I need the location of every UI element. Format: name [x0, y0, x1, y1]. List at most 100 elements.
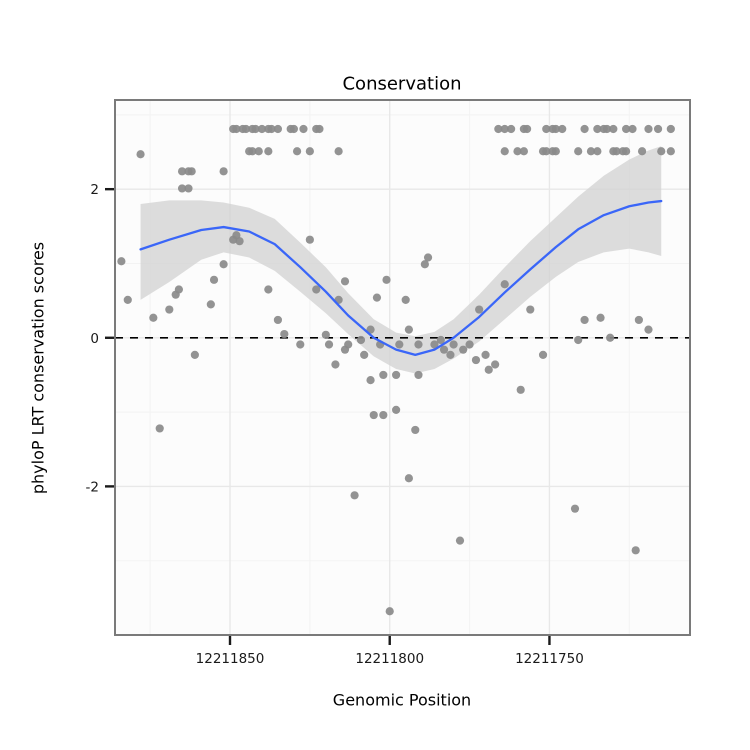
data-point — [296, 340, 305, 349]
data-point — [622, 147, 631, 156]
data-point — [420, 260, 429, 269]
axis-ticks — [105, 187, 551, 645]
data-point — [542, 124, 551, 134]
data-point — [392, 370, 401, 380]
data-point — [500, 280, 509, 289]
data-point — [392, 405, 401, 414]
data-point — [622, 124, 631, 134]
data-point — [273, 315, 283, 325]
data-point — [264, 147, 273, 156]
data-point — [519, 147, 528, 156]
data-point — [312, 285, 321, 294]
y-tick-label: -2 — [86, 479, 99, 495]
data-point — [241, 124, 251, 134]
data-point — [395, 340, 404, 349]
data-point — [491, 360, 500, 369]
data-point — [516, 385, 525, 394]
data-point — [324, 340, 334, 349]
data-point — [136, 150, 145, 159]
data-point — [366, 325, 375, 334]
data-point — [602, 124, 612, 134]
data-point — [385, 607, 394, 616]
data-point — [606, 333, 615, 342]
data-point — [254, 147, 263, 156]
data-point — [542, 147, 551, 156]
data-point — [187, 167, 196, 176]
data-point — [305, 147, 314, 156]
data-point — [596, 313, 605, 322]
data-point — [609, 124, 618, 134]
data-point — [500, 124, 509, 134]
data-point — [344, 340, 353, 349]
data-point — [570, 504, 580, 513]
data-point — [666, 124, 675, 134]
data-point — [123, 295, 132, 304]
data-point — [334, 147, 343, 156]
data-point — [657, 147, 666, 156]
data-point — [574, 147, 583, 156]
data-point — [305, 235, 314, 244]
data-point — [666, 147, 675, 156]
x-tick-label: 12211850 — [196, 651, 265, 667]
data-point — [631, 546, 640, 555]
data-point — [248, 147, 257, 156]
data-point — [155, 424, 164, 433]
data-point — [356, 335, 366, 345]
data-point — [538, 350, 548, 359]
data-point — [321, 330, 330, 339]
data-point — [165, 305, 174, 314]
data-point — [404, 474, 413, 483]
data-point — [484, 365, 493, 374]
data-point — [526, 305, 535, 314]
data-point — [257, 124, 267, 134]
data-point — [366, 376, 375, 385]
data-point — [414, 340, 423, 349]
data-point — [423, 253, 433, 262]
data-point — [475, 305, 484, 314]
data-point — [653, 124, 663, 134]
data-point — [232, 124, 241, 134]
data-point — [586, 147, 596, 156]
data-point — [267, 124, 276, 134]
data-point — [411, 425, 420, 435]
data-point — [580, 124, 589, 134]
data-point — [209, 275, 219, 284]
data-point — [471, 355, 481, 365]
data-point — [206, 300, 215, 309]
data-point — [430, 340, 439, 349]
data-point — [340, 277, 350, 286]
x-axis-title: Genomic Position — [332, 690, 472, 710]
axis-tick-labels: 12211850 12211800 12211750 2 0 -2 — [86, 182, 584, 667]
data-point — [369, 410, 378, 420]
data-point — [551, 124, 560, 134]
data-point — [644, 124, 653, 134]
data-point — [299, 124, 308, 134]
data-point — [436, 335, 445, 345]
data-point — [459, 345, 468, 354]
data-point — [574, 335, 583, 345]
data-point — [414, 370, 423, 380]
x-tick-label: 12211800 — [355, 651, 424, 667]
data-point — [292, 147, 302, 156]
y-tick-label: 0 — [90, 331, 99, 347]
data-point — [117, 257, 126, 266]
data-point — [184, 184, 193, 193]
data-point — [401, 295, 410, 304]
data-point — [404, 325, 413, 334]
data-point — [149, 313, 158, 322]
data-point — [360, 350, 369, 359]
data-point — [446, 350, 455, 359]
data-point — [331, 360, 340, 369]
data-point — [522, 124, 532, 134]
confidence-ribbon — [140, 146, 662, 374]
data-point — [644, 325, 653, 334]
data-point — [628, 124, 637, 134]
scatter-points — [117, 124, 675, 616]
data-point — [637, 147, 647, 156]
x-tick-label: 12211750 — [515, 651, 584, 667]
data-point — [315, 124, 324, 134]
data-point — [264, 285, 273, 294]
data-point — [500, 147, 509, 156]
